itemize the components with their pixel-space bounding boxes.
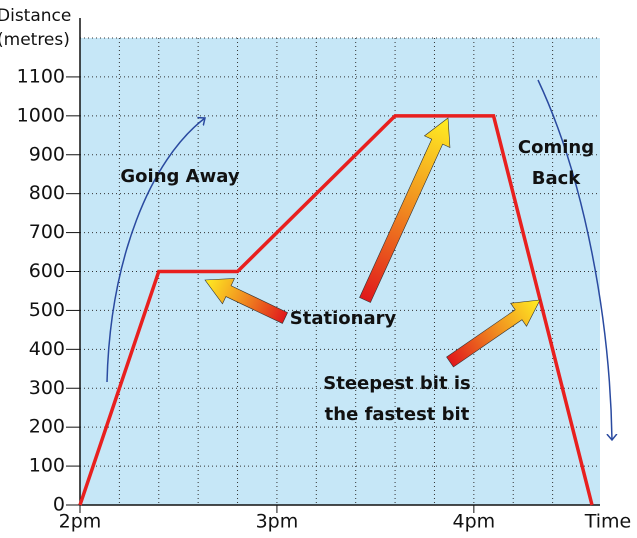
plot-area: [66, 18, 600, 513]
pointer-arrow: [359, 117, 451, 303]
coming-back-arrow: [537, 79, 612, 440]
x-tick-label: 3pm: [256, 511, 299, 533]
pointer-arrow-shape: [359, 117, 451, 303]
y-tick-label: 100: [29, 455, 65, 477]
pointer-arrow-shape: [446, 299, 541, 368]
pointer-arrow: [204, 278, 288, 324]
annotation: Back: [532, 168, 582, 189]
y-tick-label: 700: [29, 221, 65, 243]
labels: 0 100 200 300 400 500 600 700 800 900 1000 1100 2pm 3…: [0, 6, 631, 533]
y-axis-label: (metres): [0, 30, 70, 50]
y-axis-label: Distance: [0, 6, 71, 26]
arrows: [204, 117, 541, 368]
y-tick-label: 600: [29, 260, 65, 282]
y-tick-label: 500: [29, 299, 65, 321]
annotation: the fastest bit: [325, 404, 470, 425]
pointer-arrow-shape: [204, 278, 288, 324]
y-tick-label: 1000: [17, 104, 65, 126]
pointer-arrow: [446, 299, 541, 368]
y-tick-label: 300: [29, 377, 65, 399]
x-tick-label: 4pm: [453, 511, 496, 533]
annotation: Coming: [518, 137, 594, 158]
annotation: Stationary: [290, 308, 397, 329]
annotation: Steepest bit is: [323, 373, 470, 394]
y-tick-label: 400: [29, 338, 65, 360]
x-tick-label: 2pm: [59, 511, 102, 533]
y-tick-label: 800: [29, 182, 65, 204]
y-tick-label: 0: [53, 494, 65, 516]
x-axis-label: Time: [584, 511, 632, 533]
data-line: [78, 114, 594, 506]
y-tick-label: 1100: [17, 65, 65, 87]
going-away-arrow: [106, 118, 205, 383]
y-tick-label: 200: [29, 416, 65, 438]
annotation: Going Away: [120, 166, 239, 187]
y-tick-label: 900: [29, 143, 65, 165]
